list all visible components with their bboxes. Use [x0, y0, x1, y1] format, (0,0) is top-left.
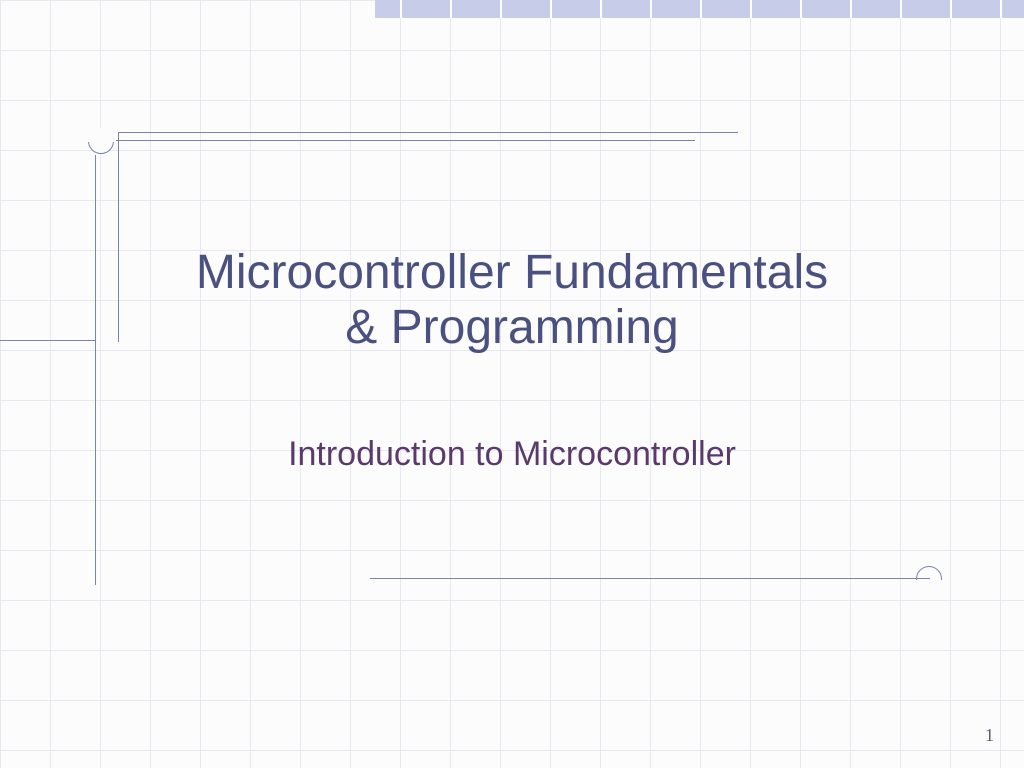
top-accent-bar	[375, 0, 1024, 18]
decorative-line	[118, 132, 738, 133]
slide-subtitle: Introduction to Microcontroller	[0, 435, 1024, 474]
corner-arc-icon	[88, 128, 114, 154]
title-line-1: Microcontroller Fundamentals	[196, 246, 828, 299]
corner-arc-icon	[916, 566, 942, 592]
slide-title: Microcontroller Fundamentals & Programmi…	[0, 245, 1024, 355]
grid-background	[0, 0, 1024, 768]
decorative-line	[370, 578, 930, 579]
decorative-line	[95, 140, 695, 141]
decorative-line	[95, 155, 96, 585]
title-line-2: & Programming	[345, 301, 678, 354]
page-number: 1	[985, 725, 994, 746]
